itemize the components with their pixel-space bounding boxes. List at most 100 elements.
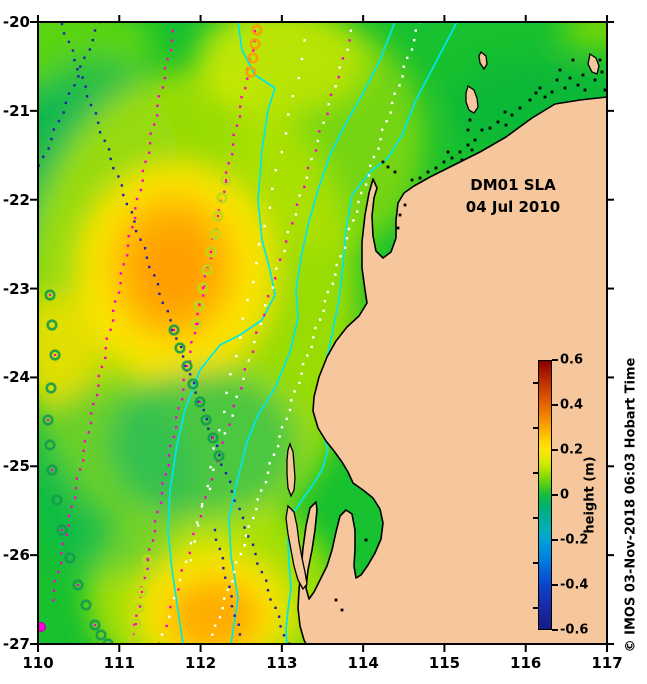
track-dot <box>251 543 255 546</box>
track-dot <box>318 318 322 321</box>
track-dot <box>52 599 55 602</box>
track-dot <box>161 301 164 305</box>
track-dot <box>235 124 239 127</box>
track-dot <box>210 478 214 481</box>
x-tick-label: 112 <box>184 654 217 672</box>
track-dot <box>238 105 242 108</box>
track-dot <box>167 463 171 467</box>
track-dot <box>215 444 219 448</box>
track-dot <box>343 246 347 249</box>
crossover-ring <box>247 52 259 64</box>
islet-speck <box>503 110 507 114</box>
track-dot <box>160 633 164 636</box>
track-dot <box>148 548 151 551</box>
track-dot <box>127 234 130 238</box>
track-dot <box>104 347 107 350</box>
crossover-ring <box>193 300 205 312</box>
track-dot <box>293 390 296 393</box>
track-dot <box>306 354 309 357</box>
islet-speck <box>534 91 538 95</box>
track-dot <box>207 427 210 430</box>
track-dot <box>188 551 192 555</box>
track-dot <box>160 492 164 495</box>
island <box>285 504 308 591</box>
islet-speck <box>381 160 385 164</box>
track-dot <box>135 614 138 617</box>
colorbar-minor-tick <box>533 606 538 609</box>
crossover-ring <box>102 638 114 644</box>
track-dot <box>235 354 238 358</box>
y-tick-label: -26 <box>2 546 30 565</box>
track-dot <box>193 540 196 543</box>
track-dot <box>274 168 278 172</box>
x-tick-label: 114 <box>347 654 379 672</box>
track-dot <box>232 404 235 408</box>
track-dot <box>381 128 384 131</box>
track-dot <box>97 121 100 124</box>
track-dot <box>130 211 134 214</box>
track-dot <box>286 230 290 234</box>
track-dot <box>287 113 290 116</box>
islet-speck <box>576 83 580 87</box>
track-dot <box>300 372 303 375</box>
track-dot <box>233 614 236 617</box>
crossover-ring <box>72 579 84 591</box>
track-dot <box>104 356 107 360</box>
track-dot <box>237 623 240 626</box>
track-dot <box>218 547 222 551</box>
track-dot <box>360 191 363 195</box>
track-dot <box>71 49 75 52</box>
track-dot <box>164 473 167 476</box>
track-dot <box>211 633 214 636</box>
map-title: DM01 SLA 04 Jul 2010 <box>466 174 560 218</box>
track-dot <box>156 510 159 514</box>
islet-speck <box>393 170 397 174</box>
track-dot <box>171 328 174 332</box>
islet-speck <box>550 90 554 94</box>
track-dot <box>238 507 241 511</box>
crossover-center-dot <box>46 418 50 422</box>
track-dot <box>310 157 313 161</box>
track-dot <box>297 76 300 80</box>
islet-speck <box>563 86 567 90</box>
isobath-contour-line <box>228 22 396 644</box>
plot-border <box>37 21 608 645</box>
y-tick-label: -20 <box>2 13 30 31</box>
islet-speck <box>468 118 472 122</box>
track-dot <box>275 267 278 270</box>
track-dot <box>272 453 276 456</box>
islet-speck <box>480 128 484 132</box>
track-dot <box>139 238 142 241</box>
track-dot <box>230 490 234 493</box>
crossover-center-dot <box>185 364 189 368</box>
colorbar-minor-tick <box>533 381 538 384</box>
track-dot <box>52 128 56 131</box>
track-dot <box>413 38 416 42</box>
track-dot <box>167 454 171 457</box>
track-dot <box>73 58 76 62</box>
track-dot <box>93 29 97 32</box>
islet-speck <box>538 86 542 90</box>
crossover-ring <box>130 618 142 630</box>
track-dot <box>279 625 282 628</box>
colorbar-tick-label: 0.6 <box>560 352 584 368</box>
track-dot <box>265 579 268 582</box>
islet-speck <box>466 128 470 132</box>
track-dot <box>163 67 167 70</box>
x-tick-label: 115 <box>428 654 461 672</box>
track-dot <box>229 480 232 484</box>
crossover-ring <box>56 524 68 536</box>
islet-speck <box>510 113 514 117</box>
track-dot <box>264 304 267 307</box>
track-dot <box>256 562 259 565</box>
track-dot <box>266 471 270 474</box>
crossover-ring <box>251 24 263 36</box>
track-dot <box>322 309 325 313</box>
track-dot <box>228 423 231 426</box>
track-dot <box>280 426 284 429</box>
track-dot <box>224 576 227 579</box>
track-dot <box>257 243 261 246</box>
track-dot <box>231 414 234 417</box>
